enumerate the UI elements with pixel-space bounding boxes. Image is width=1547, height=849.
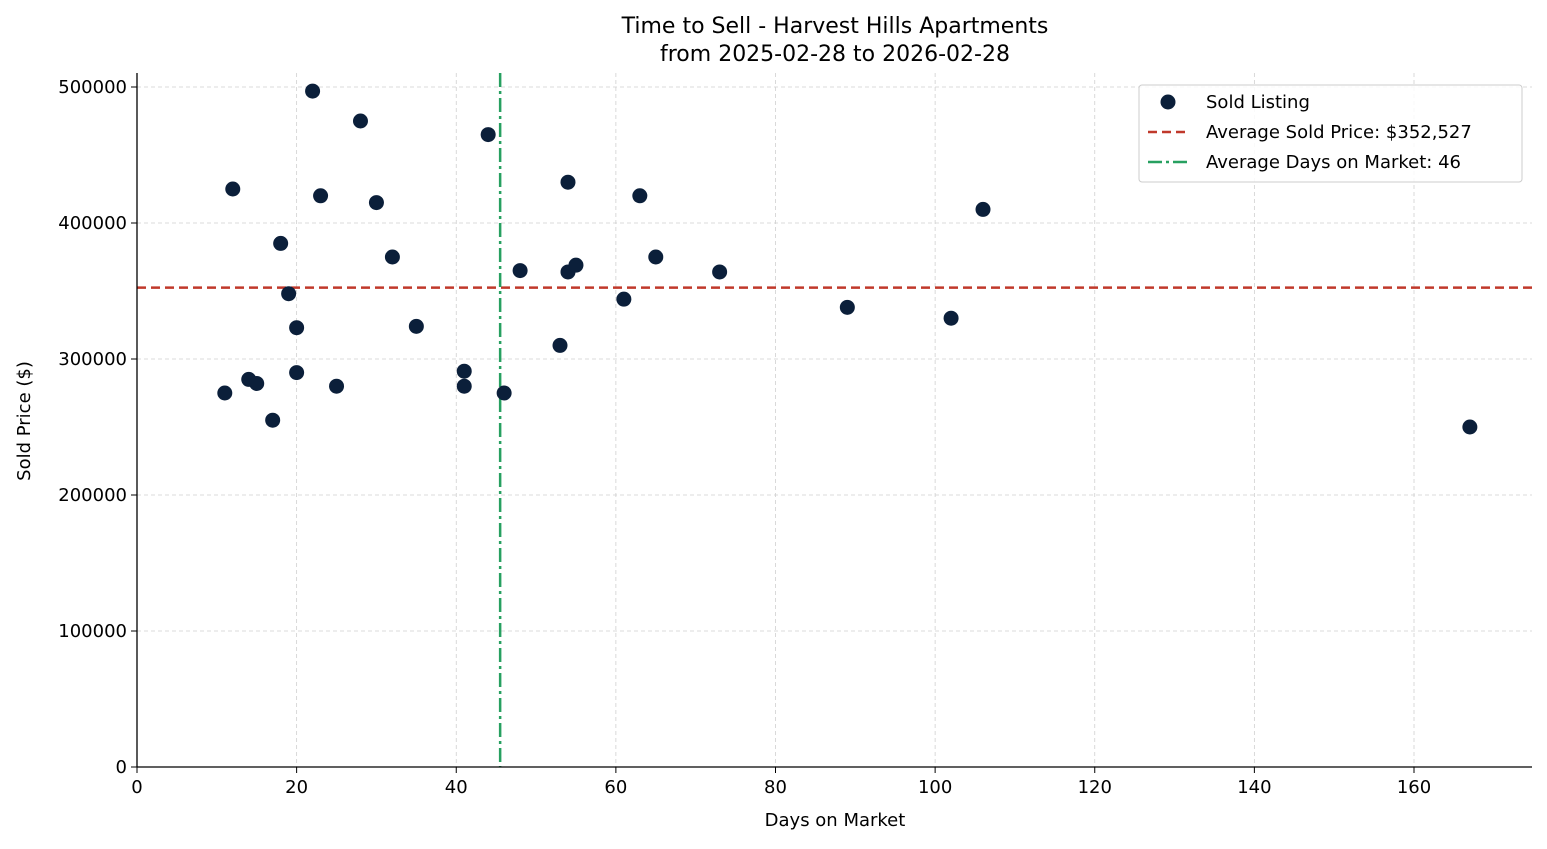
data-point bbox=[552, 337, 568, 353]
x-tick-label: 40 bbox=[445, 777, 468, 798]
x-tick-label: 140 bbox=[1237, 777, 1271, 798]
y-tick-label: 300000 bbox=[58, 349, 127, 370]
x-tick-label: 20 bbox=[285, 777, 308, 798]
x-tick-label: 80 bbox=[764, 777, 787, 798]
data-point bbox=[712, 264, 728, 280]
data-point bbox=[632, 188, 648, 204]
data-point bbox=[496, 385, 512, 401]
x-axis-label: Days on Market bbox=[765, 810, 906, 831]
data-point bbox=[368, 195, 384, 211]
data-point bbox=[616, 291, 632, 307]
data-point bbox=[289, 320, 305, 336]
data-point bbox=[352, 113, 368, 129]
chart-subtitle: from 2025-02-28 to 2026-02-28 bbox=[660, 42, 1010, 67]
data-point bbox=[249, 375, 265, 391]
y-tick-label: 200000 bbox=[58, 485, 127, 506]
data-point bbox=[456, 378, 472, 394]
data-point bbox=[265, 412, 281, 428]
x-tick-label: 0 bbox=[131, 777, 142, 798]
data-point bbox=[456, 363, 472, 379]
data-point bbox=[313, 188, 329, 204]
data-point bbox=[839, 299, 855, 315]
x-tick-label: 160 bbox=[1397, 777, 1431, 798]
data-point bbox=[384, 249, 400, 265]
data-point bbox=[568, 257, 584, 273]
data-point bbox=[273, 235, 289, 251]
data-point bbox=[512, 263, 528, 279]
y-axis-label: Sold Price ($) bbox=[14, 361, 35, 481]
legend-label-avg-days: Average Days on Market: 46 bbox=[1206, 152, 1461, 173]
x-tick-label: 120 bbox=[1078, 777, 1112, 798]
legend-label-avg-price: Average Sold Price: $352,527 bbox=[1206, 122, 1472, 143]
data-point bbox=[281, 286, 297, 302]
data-point bbox=[217, 385, 233, 401]
y-tick-label: 400000 bbox=[58, 213, 127, 234]
data-point bbox=[480, 127, 496, 143]
legend-marker-sold bbox=[1160, 94, 1176, 110]
data-point bbox=[648, 249, 664, 265]
legend-box bbox=[1138, 84, 1523, 183]
x-tick-label: 100 bbox=[918, 777, 952, 798]
data-point bbox=[1462, 419, 1478, 435]
data-point bbox=[305, 83, 321, 99]
y-tick-label: 500000 bbox=[58, 77, 127, 98]
legend-label-sold: Sold Listing bbox=[1206, 92, 1310, 113]
y-tick-label: 0 bbox=[116, 757, 127, 778]
data-point bbox=[289, 365, 305, 381]
legend: Sold Listing Average Sold Price: $352,527… bbox=[1138, 84, 1523, 183]
data-point bbox=[329, 378, 345, 394]
data-point bbox=[560, 174, 576, 190]
x-tick-label: 60 bbox=[604, 777, 627, 798]
data-point bbox=[225, 181, 241, 197]
y-tick-label: 100000 bbox=[58, 621, 127, 642]
data-point bbox=[408, 318, 424, 334]
data-point bbox=[975, 201, 991, 217]
chart-title: Time to Sell - Harvest Hills Apartments bbox=[621, 14, 1049, 39]
data-point bbox=[943, 310, 959, 326]
